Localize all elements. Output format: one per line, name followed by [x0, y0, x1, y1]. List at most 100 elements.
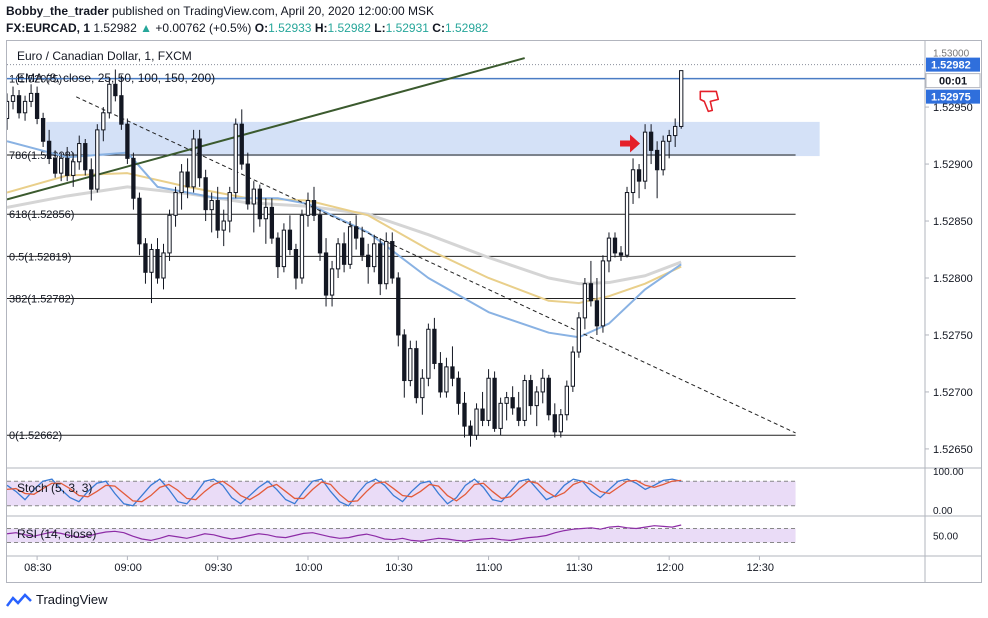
- candles-layer: [4, 69, 684, 447]
- high-label: H:: [314, 21, 328, 35]
- price-tick-label: 1.52900: [933, 159, 973, 171]
- price-tick-label: 1.52750: [933, 330, 973, 342]
- candle-body: [552, 414, 557, 433]
- candle-body: [227, 192, 232, 222]
- candle-body: [534, 391, 539, 407]
- indicator-series-line: [6, 524, 682, 542]
- candle-body: [510, 397, 515, 409]
- price-tag: [925, 73, 981, 89]
- candle-body: [456, 377, 461, 404]
- candle-body: [462, 402, 467, 427]
- price-tag: [926, 57, 980, 72]
- time-tick-label: 11:30: [566, 562, 593, 574]
- candle-body: [16, 95, 22, 114]
- last-price: 1.52982: [93, 21, 137, 35]
- candle-body: [486, 377, 491, 421]
- time-tick-label: 12:30: [746, 562, 774, 574]
- candle-body: [161, 252, 166, 279]
- candle-body: [185, 171, 190, 188]
- candle-body: [22, 100, 28, 114]
- chart-title: Euro / Canadian Dollar, 1, FXCM: [17, 49, 192, 63]
- indicator-band: [7, 481, 796, 506]
- candle-body: [372, 243, 377, 268]
- low-label: L:: [374, 21, 386, 35]
- candle-body: [444, 366, 449, 393]
- candle-body: [660, 140, 666, 171]
- price-tick-label: 1.53000: [933, 48, 970, 59]
- candle-body: [600, 260, 606, 327]
- candle-body: [468, 425, 473, 436]
- time-tick-label: 10:30: [385, 562, 413, 574]
- price-tick-label: 1.52850: [933, 216, 973, 228]
- candle-body: [438, 362, 443, 393]
- candle-body: [618, 252, 624, 256]
- candle-body: [203, 177, 208, 211]
- candle-body: [197, 138, 202, 179]
- candle-body: [245, 163, 250, 205]
- candle-body: [667, 135, 672, 142]
- candle-body: [179, 171, 184, 194]
- candle-body: [293, 249, 299, 279]
- candle-body: [4, 100, 10, 119]
- time-tick-label: 09:00: [114, 562, 142, 574]
- thumbs-down-icon: [699, 90, 720, 113]
- candle-body: [239, 123, 244, 165]
- price-tick-label: 1.52950: [933, 102, 973, 114]
- candle-body: [209, 200, 214, 211]
- candle-body: [28, 92, 34, 102]
- candle-body: [311, 200, 317, 216]
- stoch-legend: Stoch (5, 3, 3): [17, 481, 92, 495]
- candle-body: [528, 380, 533, 407]
- candle-body: [594, 300, 600, 327]
- candle-body: [588, 283, 594, 302]
- candle-body: [40, 117, 46, 142]
- rsi-pane: [6, 524, 796, 543]
- candle-body: [215, 200, 220, 231]
- open-value: 1.52933: [268, 21, 312, 35]
- candle-body: [576, 317, 582, 353]
- candle-body: [492, 377, 497, 429]
- candle-body: [46, 140, 52, 159]
- trendline-dashed[interactable]: [76, 96, 796, 434]
- candle-body: [95, 129, 100, 190]
- candle-body: [546, 377, 551, 416]
- high-value: 1.52982: [327, 21, 371, 35]
- price-tag: [926, 89, 980, 104]
- price-tick-label: 1.52800: [933, 273, 973, 285]
- candle-body: [606, 237, 612, 262]
- candle-body: [305, 200, 311, 216]
- candle-body: [167, 214, 172, 254]
- candle-body: [299, 214, 305, 279]
- candle-body: [353, 226, 359, 239]
- time-tick-label: 08:30: [24, 562, 52, 574]
- publish-info: Bobby_the_trader published on TradingVie…: [6, 4, 434, 18]
- price-change: +0.00762 (+0.5%): [155, 21, 252, 35]
- candle-body: [59, 157, 64, 174]
- candle-body: [540, 377, 545, 393]
- symbol-info: FX:EURCAD, 1 1.52982 ▲ +0.00762 (+0.5%) …: [6, 21, 488, 35]
- candle-body: [251, 188, 256, 205]
- close-value: 1.52982: [444, 21, 489, 35]
- tradingview-footer[interactable]: TradingView: [6, 592, 108, 607]
- rsi-tick-label: 50.00: [933, 532, 958, 543]
- candle-body: [233, 123, 238, 194]
- tradingview-logo-icon: [6, 592, 32, 607]
- resistance-zone[interactable]: [46, 121, 820, 157]
- candle-body: [612, 237, 618, 254]
- stoch-pane: [6, 478, 796, 507]
- chart-frame[interactable]: 1(1.52975) 786(1.52908) 618(1.52856) 0.5(1.…: [4, 40, 982, 583]
- price-tick-label: 1.52650: [933, 444, 973, 456]
- candle-body: [378, 243, 383, 285]
- rsi-legend: RSI (14, close): [17, 527, 96, 541]
- candle-body: [329, 268, 335, 296]
- fib-retracement[interactable]: 1(1.52975) 786(1.52908) 618(1.52856) 0.5(1.…: [7, 74, 796, 443]
- author-name[interactable]: Bobby_the_trader: [6, 4, 109, 18]
- candle-body: [257, 188, 262, 220]
- price-axis: 1.52650 1.52700 1.52750 1.52800 1.52850 1.529…: [925, 48, 981, 543]
- candle-body: [570, 351, 576, 387]
- candle-body: [480, 408, 485, 421]
- candle-body: [263, 206, 269, 220]
- chart-canvas[interactable]: 1(1.52975) 786(1.52908) 618(1.52856) 0.5(1.…: [4, 41, 981, 582]
- candle-body: [642, 131, 648, 182]
- price-tick-label: 1.52700: [933, 387, 973, 399]
